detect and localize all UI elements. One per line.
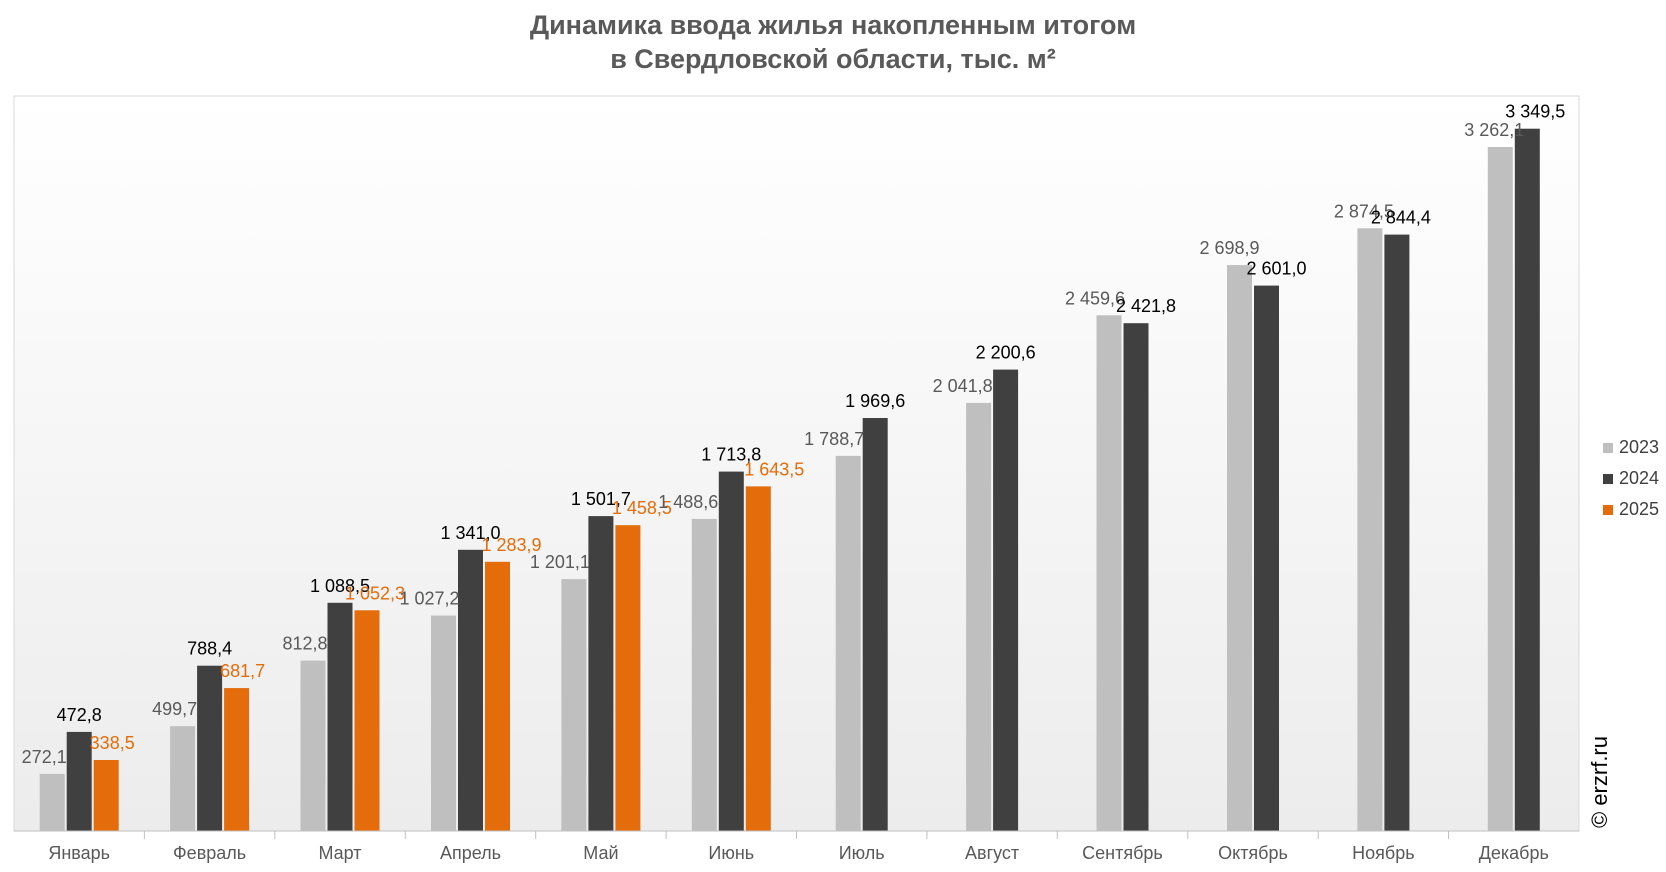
x-tick-label-12: Декабрь: [1479, 843, 1549, 863]
data-label-2025-4: 1 283,9: [481, 535, 541, 555]
x-tick-label-11: Ноябрь: [1352, 843, 1414, 863]
data-label-2023-4: 1 027,2: [399, 589, 459, 609]
legend-item-2024: 2024: [1603, 463, 1659, 494]
bar-2024-4: [458, 549, 483, 831]
bar-2024-2: [197, 665, 223, 831]
data-label-2024-11: 2 844,4: [1371, 208, 1431, 228]
data-label-2025-6: 1 643,5: [744, 459, 804, 479]
bar-2024-7: [862, 418, 888, 831]
bar-2023-4: [431, 615, 456, 831]
data-label-2024-5: 1 501,7: [571, 489, 631, 509]
data-label-2023-5: 1 201,1: [530, 552, 590, 572]
bar-2023-3: [300, 660, 326, 831]
bar-2023-7: [835, 455, 861, 831]
data-label-2025-2: 681,7: [220, 661, 265, 681]
watermark: © erzrf.ru: [1587, 736, 1612, 828]
data-label-2023-9: 2 459,6: [1065, 288, 1125, 308]
x-tick-label-5: Май: [583, 843, 618, 863]
data-label-2025-3: 1 052,3: [345, 583, 405, 603]
x-tick-label-2: Февраль: [173, 843, 246, 863]
bar-2024-10: [1254, 285, 1279, 832]
x-tick-label-8: Август: [965, 843, 1019, 863]
x-axis: Январь Февраль Март Апрель Май Июнь Июль Август…: [14, 830, 1579, 863]
bar-2023-1: [39, 773, 65, 831]
data-label-2023-1: 272,1: [22, 747, 67, 767]
data-label-2023-8: 2 041,8: [933, 376, 993, 396]
title-line-1: Динамика ввода жилья накопленным итогом: [529, 10, 1137, 40]
data-label-2024-4: 1 341,0: [440, 523, 500, 543]
bar-2025-1: [93, 760, 119, 831]
data-label-2024-9: 2 421,8: [1116, 296, 1176, 316]
bar-2024-3: [327, 602, 353, 831]
bar-2023-9: [1096, 315, 1122, 831]
data-label-2024-1: 472,8: [57, 705, 102, 725]
data-label-2023-6: 1 488,6: [658, 492, 718, 512]
data-label-2023-10: 2 698,9: [1199, 238, 1259, 258]
x-tick-label-3: Март: [318, 843, 361, 863]
bar-2025-2: [224, 688, 250, 831]
bar-2023-10: [1227, 265, 1252, 832]
bar-2024-12: [1514, 128, 1540, 831]
bar-2024-8: [993, 369, 1019, 831]
legend-item-2025: 2025: [1603, 494, 1659, 525]
x-tick-label-9: Сентябрь: [1082, 843, 1163, 863]
data-label-2024-6: 1 713,8: [701, 445, 761, 465]
data-label-2023-12: 3 262,1: [1464, 120, 1524, 140]
data-label-2023-2: 499,7: [152, 699, 197, 719]
data-label-2024-7: 1 969,6: [845, 391, 905, 411]
x-tick-label-4: Апрель: [440, 843, 501, 863]
data-label-2023-7: 1 788,7: [804, 429, 864, 449]
data-label-2024-8: 2 200,6: [976, 343, 1036, 363]
bar-2023-11: [1357, 228, 1383, 832]
bar-2024-9: [1123, 323, 1149, 831]
legend-label-2024: 2024: [1619, 468, 1660, 488]
data-label-2023-3: 812,8: [282, 634, 327, 654]
bar-2023-12: [1487, 147, 1513, 831]
bar-2025-6: [745, 486, 771, 831]
legend-swatch-2023: [1603, 442, 1613, 453]
bar-2024-1: [66, 731, 92, 831]
bar-2023-5: [561, 579, 587, 831]
legend: 2023 2024 2025: [1603, 432, 1659, 525]
x-tick-label-10: Октябрь: [1218, 843, 1288, 863]
data-label-2023-11: 2 874,5: [1334, 201, 1394, 221]
title-line-2: в Свердловской области, тыс. м²: [610, 44, 1056, 74]
bar-2025-5: [615, 525, 641, 831]
bar-2023-2: [170, 726, 196, 831]
legend-swatch-2024: [1603, 473, 1613, 484]
bar-2025-4: [485, 561, 510, 831]
data-label-2025-5: 1 458,5: [612, 498, 672, 518]
legend-label-2023: 2023: [1619, 437, 1660, 457]
bar-2023-6: [691, 518, 717, 831]
data-label-2025-1: 338,5: [90, 733, 135, 753]
bar-2024-6: [718, 471, 744, 831]
x-tick-label-6: Июнь: [708, 843, 754, 863]
bar-2024-5: [588, 516, 614, 831]
x-tick-label-1: Январь: [48, 843, 110, 863]
bar-2025-3: [354, 610, 380, 831]
data-label-2024-10: 2 601,0: [1246, 259, 1306, 279]
bar-2024-11: [1384, 234, 1410, 832]
data-label-2024-2: 788,4: [187, 639, 232, 659]
data-label-2024-12: 3 349,5: [1505, 102, 1565, 122]
bar-2023-8: [966, 402, 992, 831]
legend-swatch-2025: [1603, 504, 1613, 515]
chart-title: Динамика ввода жилья накопленным итогом …: [0, 8, 1666, 76]
plot-area: [13, 95, 1580, 832]
legend-item-2023: 2023: [1603, 432, 1659, 463]
bars-layer: [39, 128, 1540, 832]
data-label-2024-3: 1 088,5: [310, 576, 370, 596]
legend-label-2025: 2025: [1619, 499, 1660, 519]
x-tick-label-7: Июль: [839, 843, 885, 863]
